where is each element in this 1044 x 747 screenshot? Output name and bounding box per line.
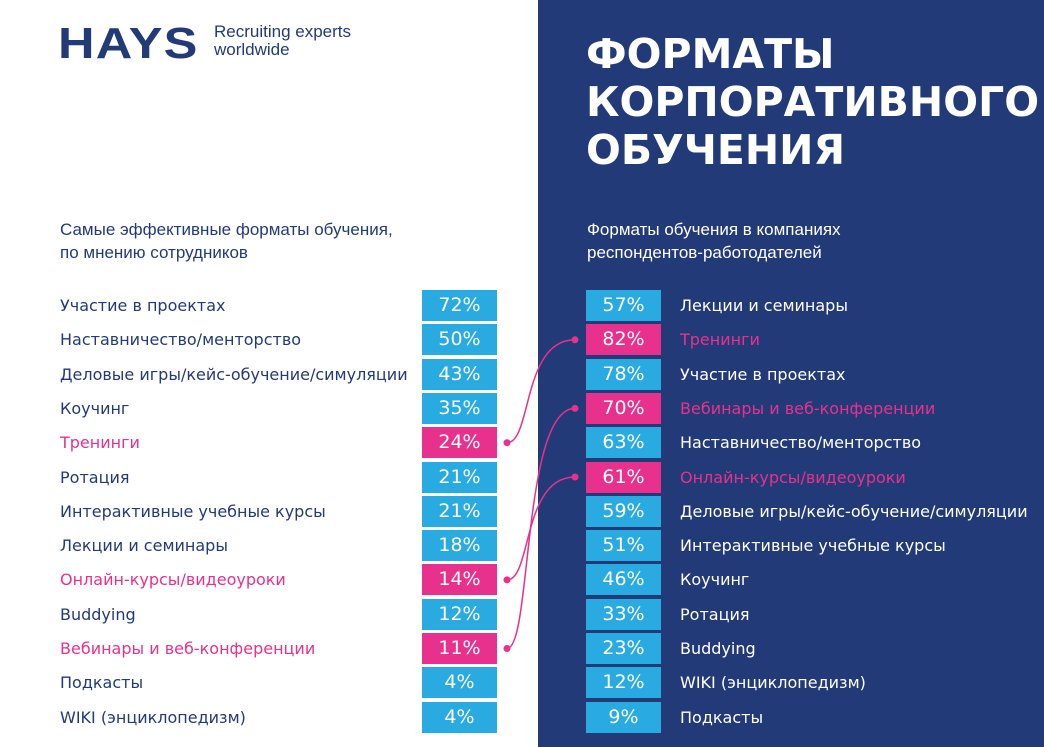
row-label: Лекции и семинары — [680, 296, 848, 315]
row-label: Подкасты — [60, 673, 144, 693]
connector-dot — [503, 576, 511, 584]
row-label: Тренинги — [680, 330, 760, 350]
row-label: Buddying — [680, 639, 756, 658]
connector-line — [506, 407, 576, 650]
row-label: Наставничество/менторство — [680, 433, 922, 453]
row-label: Тренинги — [60, 433, 140, 453]
value-box: 72% — [422, 290, 497, 321]
row-label: Участие в проектах — [60, 296, 226, 315]
value-box: 51% — [586, 530, 661, 562]
subtitle-line: респондентов-работодателей — [587, 243, 822, 262]
row-label: Наставничество/менторство — [60, 330, 302, 350]
row-label: Интерактивные учебные курсы — [60, 501, 326, 521]
tagline: Recruiting experts worldwide — [214, 23, 351, 59]
row-label: Деловые игры/кейс-обучение/симуляции — [680, 501, 1028, 521]
value-box: 23% — [586, 633, 661, 664]
connector-line — [506, 476, 576, 581]
value-box: 24% — [422, 427, 497, 459]
value-box: 21% — [422, 461, 497, 493]
value-box: 21% — [422, 495, 497, 527]
row-label: WIKI (энциклопедизм) — [680, 673, 866, 693]
value-box: 59% — [586, 495, 661, 527]
value-box: 70% — [586, 392, 661, 424]
connector-dot — [571, 404, 579, 412]
value-box: 4% — [422, 667, 497, 699]
value-box: 43% — [422, 358, 497, 390]
row-label: Интерактивные учебные курсы — [680, 536, 946, 556]
title-line: ФОРМАТЫ — [586, 30, 835, 78]
value-box: 11% — [422, 633, 497, 664]
row-label: Участие в проектах — [680, 364, 846, 384]
tagline-line: worldwide — [214, 40, 290, 59]
right-subtitle: Форматы обучения в компаниях респондентов… — [587, 218, 841, 264]
connector-line — [506, 339, 576, 444]
left-subtitle: Самые эффективные форматы обучения, по мн… — [60, 218, 393, 264]
row-label: Ротация — [60, 467, 130, 487]
row-label: Ротация — [680, 604, 750, 624]
row-label: Коучинг — [60, 398, 130, 418]
value-box: 35% — [422, 392, 497, 424]
value-box: 18% — [422, 530, 497, 562]
row-label: Вебинары и веб-конференции — [680, 398, 936, 418]
title-line: КОРПОРАТИВНОГО — [586, 78, 1040, 126]
row-label: Коучинг — [680, 570, 750, 590]
row-label: Лекции и семинары — [60, 536, 228, 556]
row-label: Подкасты — [680, 707, 764, 727]
connector-dot — [503, 439, 511, 447]
value-box: 4% — [422, 701, 497, 733]
title-line: ОБУЧЕНИЯ — [586, 126, 846, 174]
row-label: Онлайн-курсы/видеоуроки — [680, 467, 906, 487]
value-box: 14% — [422, 564, 497, 596]
row-label: Вебинары и веб-конференции — [60, 639, 316, 658]
subtitle-line: Форматы обучения в компаниях — [587, 220, 841, 239]
value-box: 82% — [586, 324, 661, 356]
row-label: Онлайн-курсы/видеоуроки — [60, 570, 286, 590]
subtitle-line: Самые эффективные форматы обучения, — [60, 220, 393, 239]
connector-dot — [571, 336, 579, 344]
value-box: 63% — [586, 427, 661, 459]
value-box: 50% — [422, 324, 497, 356]
row-label: WIKI (энциклопедизм) — [60, 707, 246, 727]
row-label: Деловые игры/кейс-обучение/симуляции — [60, 364, 408, 384]
row-label: Buddying — [60, 604, 136, 624]
value-box: 33% — [586, 598, 661, 630]
subtitle-line: по мнению сотрудников — [60, 243, 248, 262]
value-box: 61% — [586, 461, 661, 493]
value-box: 57% — [586, 290, 661, 321]
value-box: 12% — [586, 667, 661, 699]
value-box: 78% — [586, 358, 661, 390]
connector-dot — [571, 473, 579, 481]
value-box: 9% — [586, 701, 661, 733]
tagline-line: Recruiting experts — [214, 22, 352, 41]
value-box: 46% — [586, 564, 661, 596]
connector-dot — [503, 645, 511, 652]
value-box: 12% — [422, 598, 497, 630]
hays-logo: HAYS — [58, 19, 199, 68]
page-title: ФОРМАТЫ КОРПОРАТИВНОГО ОБУЧЕНИЯ — [586, 30, 1039, 174]
